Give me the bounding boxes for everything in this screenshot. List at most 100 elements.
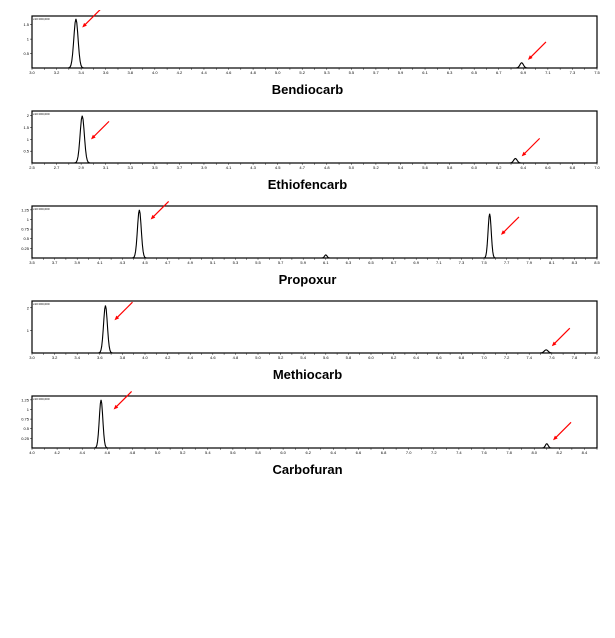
svg-text:4.8: 4.8 xyxy=(233,355,239,360)
svg-text:7.5: 7.5 xyxy=(481,260,487,265)
svg-text:6.9: 6.9 xyxy=(413,260,419,265)
svg-text:6.6: 6.6 xyxy=(545,165,551,170)
svg-text:5.8: 5.8 xyxy=(255,450,261,455)
svg-text:8.4: 8.4 xyxy=(582,450,588,455)
svg-text:3.4: 3.4 xyxy=(74,355,80,360)
chart-svg: x10 000,0000.250.50.7511.253.53.73.94.14… xyxy=(10,200,605,270)
svg-text:4.8: 4.8 xyxy=(250,70,256,75)
svg-text:6.2: 6.2 xyxy=(391,355,397,360)
svg-text:7.4: 7.4 xyxy=(456,450,462,455)
svg-text:0.5: 0.5 xyxy=(23,426,29,431)
svg-text:5.2: 5.2 xyxy=(299,70,305,75)
chart-title: Propoxur xyxy=(10,272,605,287)
chart-container: x10 000,0000.511.53.03.23.43.63.84.04.24… xyxy=(10,10,605,80)
svg-text:3.8: 3.8 xyxy=(120,355,126,360)
chromatogram-figure: x10 000,000 0.5 1 1.5 3.0 3.2 3.4 3.6 3.8 4.0 4.2 4… xyxy=(10,10,605,477)
svg-text:4.4: 4.4 xyxy=(187,355,193,360)
chart-svg: x10 000,0000.511.522.52.72.93.13.33.53.7… xyxy=(10,105,605,175)
chart-title: Carbofuran xyxy=(10,462,605,477)
svg-text:7.6: 7.6 xyxy=(481,450,487,455)
svg-text:1.5: 1.5 xyxy=(23,125,29,130)
svg-text:5.2: 5.2 xyxy=(180,450,186,455)
svg-text:5.0: 5.0 xyxy=(275,70,281,75)
svg-text:7.8: 7.8 xyxy=(506,450,512,455)
chromatogram-panel: x10 000,0000.511.53.03.23.43.63.84.04.24… xyxy=(10,10,605,97)
svg-text:6.4: 6.4 xyxy=(331,450,337,455)
svg-text:5.0: 5.0 xyxy=(349,165,355,170)
svg-text:4.6: 4.6 xyxy=(210,355,216,360)
svg-text:6.7: 6.7 xyxy=(496,70,502,75)
svg-text:4.2: 4.2 xyxy=(177,70,183,75)
svg-text:1: 1 xyxy=(27,37,30,42)
svg-text:3.8: 3.8 xyxy=(127,70,133,75)
svg-text:5.5: 5.5 xyxy=(349,70,355,75)
svg-text:0.75: 0.75 xyxy=(21,227,30,232)
svg-text:7.0: 7.0 xyxy=(594,165,600,170)
svg-text:6.9: 6.9 xyxy=(521,70,527,75)
svg-text:4.9: 4.9 xyxy=(187,260,193,265)
svg-text:3.5: 3.5 xyxy=(152,165,158,170)
svg-text:8.0: 8.0 xyxy=(531,450,537,455)
svg-text:4.1: 4.1 xyxy=(97,260,103,265)
svg-text:3.2: 3.2 xyxy=(52,355,58,360)
svg-text:3.0: 3.0 xyxy=(29,355,35,360)
svg-text:4.7: 4.7 xyxy=(165,260,171,265)
svg-text:5.4: 5.4 xyxy=(300,355,306,360)
chart-svg: x10 000,000 1 2 3.0 3.2 3.4 3.6 3.8 4.0 4.2 4.4 4.6… xyxy=(10,295,605,365)
svg-text:7.3: 7.3 xyxy=(459,260,465,265)
svg-text:4.2: 4.2 xyxy=(165,355,171,360)
chromatogram-panel: x10 000,000 1 2 3.0 3.2 3.4 3.6 3.8 4.0 4.2 4.4 4.6… xyxy=(10,295,605,382)
svg-text:6.1: 6.1 xyxy=(323,260,329,265)
svg-text:3.6: 3.6 xyxy=(97,355,103,360)
svg-text:6.8: 6.8 xyxy=(459,355,465,360)
svg-text:5.2: 5.2 xyxy=(373,165,379,170)
svg-text:1: 1 xyxy=(27,137,30,142)
svg-text:4.6: 4.6 xyxy=(105,450,111,455)
svg-text:x10 000,000: x10 000,000 xyxy=(33,17,50,21)
svg-text:7.2: 7.2 xyxy=(431,450,437,455)
svg-text:7.2: 7.2 xyxy=(504,355,510,360)
svg-text:5.0: 5.0 xyxy=(155,450,161,455)
svg-text:5.6: 5.6 xyxy=(422,165,428,170)
chart-title: Methiocarb xyxy=(10,367,605,382)
svg-text:3.6: 3.6 xyxy=(103,70,109,75)
svg-text:7.7: 7.7 xyxy=(504,260,510,265)
svg-text:6.7: 6.7 xyxy=(391,260,397,265)
svg-text:x10 000,000: x10 000,000 xyxy=(33,112,50,116)
svg-text:4.1: 4.1 xyxy=(226,165,232,170)
svg-text:6.2: 6.2 xyxy=(305,450,311,455)
chart-container: x10 000,000 1 2 3.0 3.2 3.4 3.6 3.8 4.0 4.2 4.4 4.6… xyxy=(10,295,605,365)
svg-text:7.9: 7.9 xyxy=(526,260,532,265)
svg-text:8.0: 8.0 xyxy=(594,355,600,360)
svg-text:6.6: 6.6 xyxy=(356,450,362,455)
chromatogram-panel: x10 000,0000.250.50.7511.254.04.24.44.64… xyxy=(10,390,605,477)
svg-text:6.5: 6.5 xyxy=(368,260,374,265)
svg-text:x10 000,000: x10 000,000 xyxy=(33,207,50,211)
svg-text:5.9: 5.9 xyxy=(398,70,404,75)
svg-text:2: 2 xyxy=(27,305,30,310)
svg-text:6.4: 6.4 xyxy=(413,355,419,360)
svg-text:4.4: 4.4 xyxy=(201,70,207,75)
svg-text:4.4: 4.4 xyxy=(79,450,85,455)
svg-text:4.8: 4.8 xyxy=(130,450,136,455)
svg-text:6.0: 6.0 xyxy=(368,355,374,360)
svg-text:x10 000,000: x10 000,000 xyxy=(33,302,50,306)
svg-text:4.0: 4.0 xyxy=(152,70,158,75)
svg-text:6.3: 6.3 xyxy=(346,260,352,265)
svg-text:5.0: 5.0 xyxy=(255,355,261,360)
svg-text:0.25: 0.25 xyxy=(21,246,30,251)
svg-text:7.5: 7.5 xyxy=(594,70,600,75)
svg-text:3.5: 3.5 xyxy=(29,260,35,265)
svg-text:3.0: 3.0 xyxy=(29,70,35,75)
svg-text:3.9: 3.9 xyxy=(74,260,80,265)
svg-text:1: 1 xyxy=(27,328,30,333)
svg-text:3.2: 3.2 xyxy=(54,70,60,75)
svg-text:5.9: 5.9 xyxy=(300,260,306,265)
svg-text:5.1: 5.1 xyxy=(210,260,216,265)
svg-text:6.3: 6.3 xyxy=(447,70,453,75)
svg-text:5.4: 5.4 xyxy=(398,165,404,170)
svg-text:5.3: 5.3 xyxy=(324,70,330,75)
svg-text:2.9: 2.9 xyxy=(78,165,84,170)
svg-text:4.0: 4.0 xyxy=(142,355,148,360)
svg-text:0.25: 0.25 xyxy=(21,436,30,441)
